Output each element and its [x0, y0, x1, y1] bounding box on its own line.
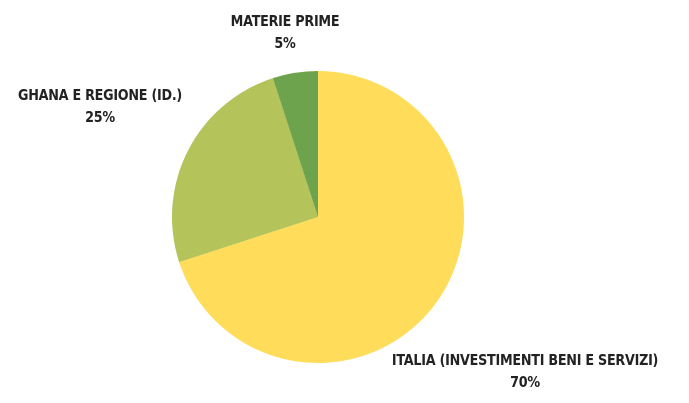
slice-label-name: ITALIA (INVESTIMENTI BENI E SERVIZI)	[391, 351, 659, 369]
pie-slices	[171, 71, 464, 363]
pie-slice-1	[171, 78, 318, 263]
slice-label-value: 25%	[85, 108, 115, 126]
pie-slice-2	[272, 71, 318, 217]
slice-label-name: MATERIE PRIME	[230, 12, 340, 30]
slice-label-materie-prime: MATERIE PRIME 5%	[217, 10, 353, 54]
slice-label-value: 5%	[274, 34, 296, 52]
slice-label-name: GHANA E REGIONE (ID.)	[18, 86, 182, 104]
slice-label-value: 70%	[510, 373, 540, 391]
slice-label-ghana: GHANA E REGIONE (ID.) 25%	[15, 84, 185, 128]
pie-slice-0	[179, 71, 464, 363]
slice-label-italia: ITALIA (INVESTIMENTI BENI E SERVIZI) 70%	[385, 349, 666, 393]
